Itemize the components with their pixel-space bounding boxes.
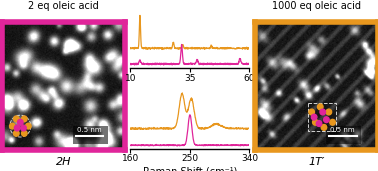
- FancyBboxPatch shape: [73, 126, 108, 144]
- Circle shape: [14, 125, 20, 131]
- Circle shape: [9, 123, 15, 129]
- FancyBboxPatch shape: [326, 126, 361, 144]
- Circle shape: [22, 116, 27, 122]
- Text: 1000 eq oleic acid: 1000 eq oleic acid: [272, 1, 361, 11]
- Circle shape: [21, 125, 26, 131]
- Circle shape: [320, 109, 325, 115]
- Circle shape: [26, 123, 31, 129]
- Circle shape: [17, 119, 23, 125]
- Text: 0.5 nm: 0.5 nm: [77, 127, 102, 133]
- Circle shape: [309, 109, 314, 115]
- Circle shape: [321, 124, 327, 130]
- Circle shape: [22, 130, 27, 136]
- Text: 2H: 2H: [56, 157, 71, 167]
- Circle shape: [318, 104, 323, 110]
- Circle shape: [316, 121, 322, 126]
- Text: 0.5 nm: 0.5 nm: [330, 127, 355, 133]
- X-axis label: Raman Shift (cm⁻¹): Raman Shift (cm⁻¹): [143, 166, 237, 171]
- Circle shape: [330, 119, 335, 125]
- Circle shape: [14, 116, 19, 122]
- Text: 1T′: 1T′: [308, 157, 325, 167]
- X-axis label: 2θ (deg): 2θ (deg): [169, 86, 211, 96]
- Circle shape: [311, 114, 317, 120]
- Circle shape: [324, 117, 329, 123]
- Circle shape: [326, 109, 332, 115]
- Circle shape: [313, 119, 318, 125]
- Text: 2 eq oleic acid: 2 eq oleic acid: [28, 1, 99, 11]
- Circle shape: [14, 130, 19, 136]
